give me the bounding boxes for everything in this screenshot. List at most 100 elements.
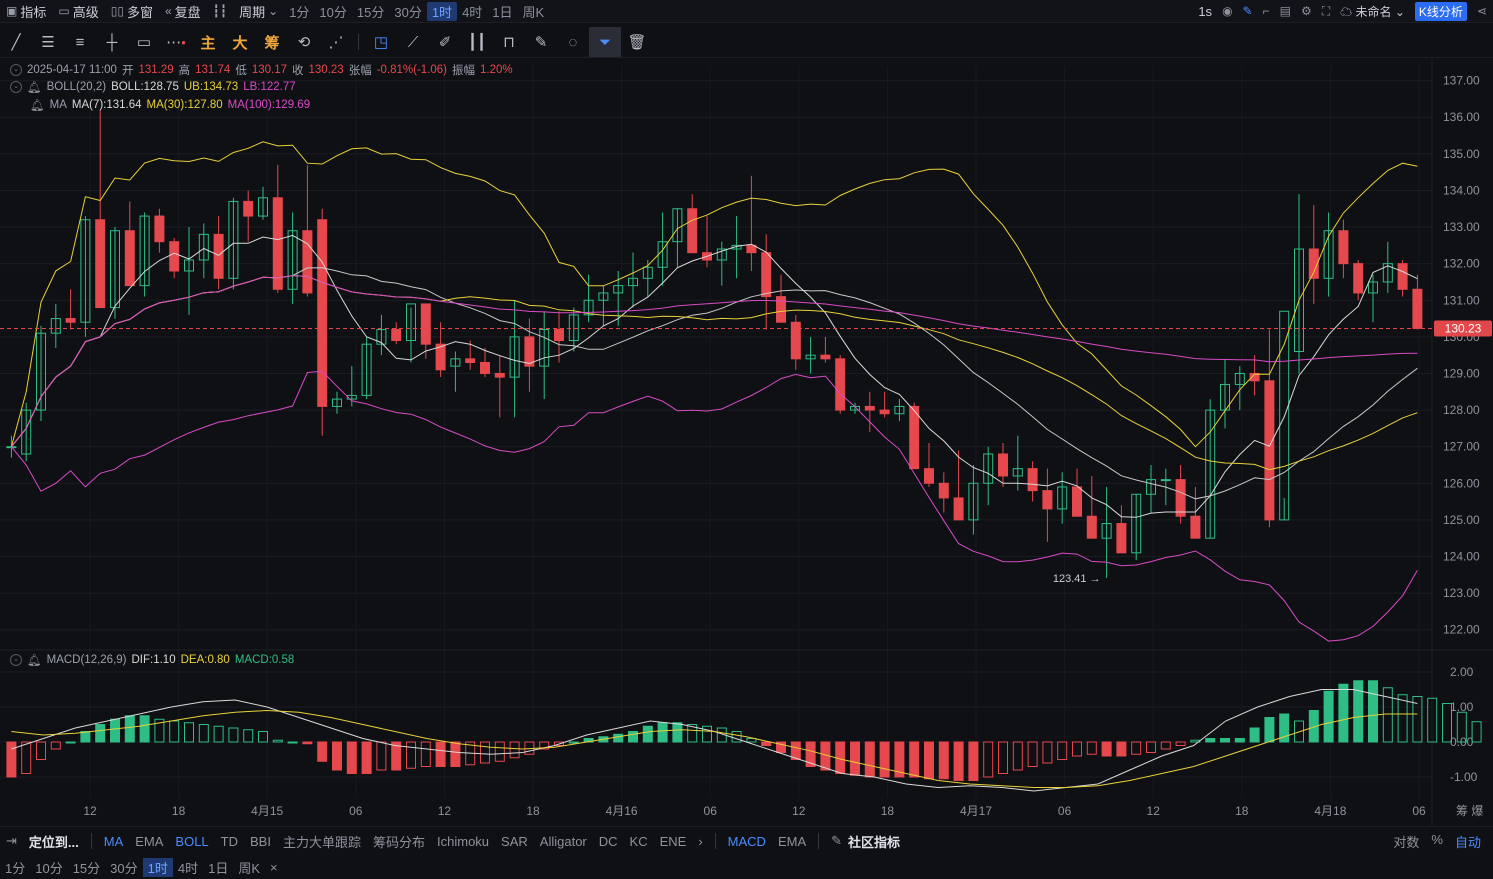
period-1h[interactable]: 1时 — [142, 858, 173, 877]
edit-icon[interactable]: ✎ — [534, 34, 548, 51]
indicator-td[interactable]: TD — [220, 833, 239, 849]
trend-line-icon[interactable]: ╱ — [11, 34, 21, 51]
ruler-icon[interactable]: ⟋ — [407, 33, 419, 51]
trash-icon[interactable]: 🗑 — [627, 34, 647, 51]
candles-icon[interactable]: ┃┃ — [467, 34, 487, 51]
period-1w[interactable]: 周K — [522, 4, 545, 20]
period-15m[interactable]: 15分 — [356, 4, 385, 20]
cross-line-icon[interactable]: ┼ — [106, 33, 118, 51]
template-icon[interactable]: ▤ — [1279, 4, 1291, 18]
kline-analysis-button[interactable]: K线分析 — [1414, 1, 1467, 21]
period-1h[interactable]: 1时 — [426, 1, 458, 21]
chips-tool[interactable]: 筹 — [264, 34, 280, 52]
macd-bar — [983, 741, 994, 778]
brush-icon[interactable]: ✐ — [438, 34, 452, 51]
period-10m[interactable]: 10分 — [319, 4, 347, 20]
macd-bar — [302, 741, 313, 745]
shape-icon[interactable]: ◳ — [373, 34, 389, 51]
cycle-icon[interactable]: ⟲ — [297, 34, 311, 51]
indicator-dc[interactable]: DC — [598, 833, 618, 849]
sub-indicator-macd[interactable]: MACD — [727, 833, 766, 849]
collapse-icon[interactable]: ⌄ — [10, 64, 22, 76]
locate-icon[interactable]: ⇥ — [6, 833, 17, 848]
visibility-icon[interactable]: ◌ — [568, 33, 578, 51]
horizontal-lines-icon[interactable]: ☰ — [41, 34, 55, 51]
share-icon[interactable]: ⋖ — [1476, 4, 1487, 18]
lock-icon[interactable]: ⊓ — [503, 34, 515, 51]
macd-bar — [909, 741, 920, 778]
log-scale-toggle[interactable]: 对数 — [1393, 834, 1420, 850]
open-label: 开 — [121, 65, 134, 77]
indicator-chips[interactable]: 筹码分布 — [373, 834, 426, 850]
period-30m[interactable]: 30分 — [394, 4, 422, 20]
layout-name-dropdown[interactable]: ☁ 未命名 ⌄ — [1340, 4, 1405, 19]
collapse-icon[interactable]: ⌄ — [10, 81, 22, 93]
macd-bar — [36, 741, 46, 760]
period-10m[interactable]: 10分 — [35, 861, 63, 876]
candle-up — [1279, 310, 1290, 521]
bell-icon[interactable]: 🔔︎ — [27, 82, 42, 94]
indicator-bbi[interactable]: BBI — [250, 833, 271, 849]
period-1m[interactable]: 1分 — [289, 4, 310, 20]
kline-chart[interactable]: 137.00 136.00 135.00 134.00 133.00 132.00 131.… — [0, 58, 1493, 826]
indicator-ema[interactable]: EMA — [135, 833, 164, 849]
main-force-tool[interactable]: 主 — [200, 34, 216, 52]
magnet-icon[interactable]: ⋰ — [328, 34, 344, 51]
cloud-icon: ☁ — [1340, 4, 1353, 19]
interval-label[interactable]: 1s — [1198, 3, 1213, 19]
chevron-right-icon[interactable]: › — [698, 833, 703, 849]
indicator-bar: ⇥ 定位到... MA EMA BOLL TD BBI 主力大单跟踪 筹码分布 … — [0, 826, 1493, 855]
period-4h[interactable]: 4时 — [177, 861, 199, 876]
candle-up — [983, 453, 994, 484]
indicator-ene[interactable]: ENE — [659, 833, 687, 849]
period-1d[interactable]: 1日 — [492, 4, 513, 20]
collapse-icon[interactable]: ⌄ — [10, 654, 22, 666]
macd-bar — [1220, 738, 1230, 743]
close-icon[interactable]: × — [270, 860, 278, 875]
parallel-channel-icon[interactable]: ≡ — [75, 33, 85, 51]
last-price-label: 130.23 — [1445, 321, 1482, 335]
indicator-boll[interactable]: BOLL — [175, 833, 209, 849]
sub-indicator-ema[interactable]: EMA — [777, 833, 807, 849]
chart-style-button[interactable]: ┇┇ — [207, 4, 233, 18]
indicator-button[interactable]: ▣ 指标 — [6, 4, 47, 20]
pen-icon[interactable]: ✎ — [1242, 4, 1253, 18]
period-1d[interactable]: 1日 — [208, 861, 229, 876]
period-4h[interactable]: 4时 — [462, 4, 483, 20]
macd-bar — [124, 715, 135, 743]
replay-button[interactable]: «复盘 — [164, 4, 201, 20]
candle-down — [1086, 515, 1097, 539]
crop-icon[interactable]: ⌐ — [1262, 4, 1270, 18]
edit-icon[interactable]: ✎ — [831, 833, 843, 848]
community-indicators[interactable]: 社区指标 — [848, 834, 901, 850]
indicator-ma[interactable]: MA — [103, 833, 124, 849]
auto-scale-toggle[interactable]: 自动 — [1454, 834, 1481, 850]
period-30m[interactable]: 30分 — [110, 861, 138, 876]
locate-button[interactable]: 定位到... — [28, 834, 79, 850]
bell-icon[interactable]: 🔔︎ — [27, 655, 42, 667]
macd-bar — [169, 720, 180, 743]
period-15m[interactable]: 15分 — [72, 861, 101, 876]
period-dropdown[interactable]: 周期 ⌄ — [239, 4, 279, 20]
more-tools-icon[interactable]: ⋯ ● — [166, 34, 186, 51]
candle-up — [287, 230, 298, 290]
camera-icon[interactable]: ◉ — [1222, 4, 1233, 18]
period-1w[interactable]: 周K — [238, 861, 261, 876]
filter-icon[interactable]: ⏷ — [589, 27, 621, 57]
indicator-main-force[interactable]: 主力大单跟踪 — [282, 834, 361, 850]
candle-down — [435, 343, 446, 371]
bell-icon[interactable]: 🔔︎ — [30, 100, 45, 112]
rectangle-icon[interactable]: ▭ — [136, 34, 152, 51]
fullscreen-icon[interactable]: ⛶ — [1321, 3, 1331, 18]
indicator-kc[interactable]: KC — [629, 833, 648, 849]
advanced-button[interactable]: ▭ 高级 — [58, 4, 99, 20]
big-order-tool[interactable]: 大 — [232, 34, 248, 52]
candle-down — [420, 303, 431, 345]
indicator-sar[interactable]: SAR — [501, 833, 528, 849]
percent-scale-toggle[interactable]: % — [1431, 831, 1443, 847]
settings-icon[interactable]: ⚙ — [1300, 4, 1312, 18]
multi-window-button[interactable]: ▯▯ 多窗 — [110, 4, 153, 20]
period-1m[interactable]: 1分 — [5, 861, 26, 876]
indicator-ichimoku[interactable]: Ichimoku — [437, 833, 490, 849]
indicator-alligator[interactable]: Alligator — [539, 833, 587, 849]
